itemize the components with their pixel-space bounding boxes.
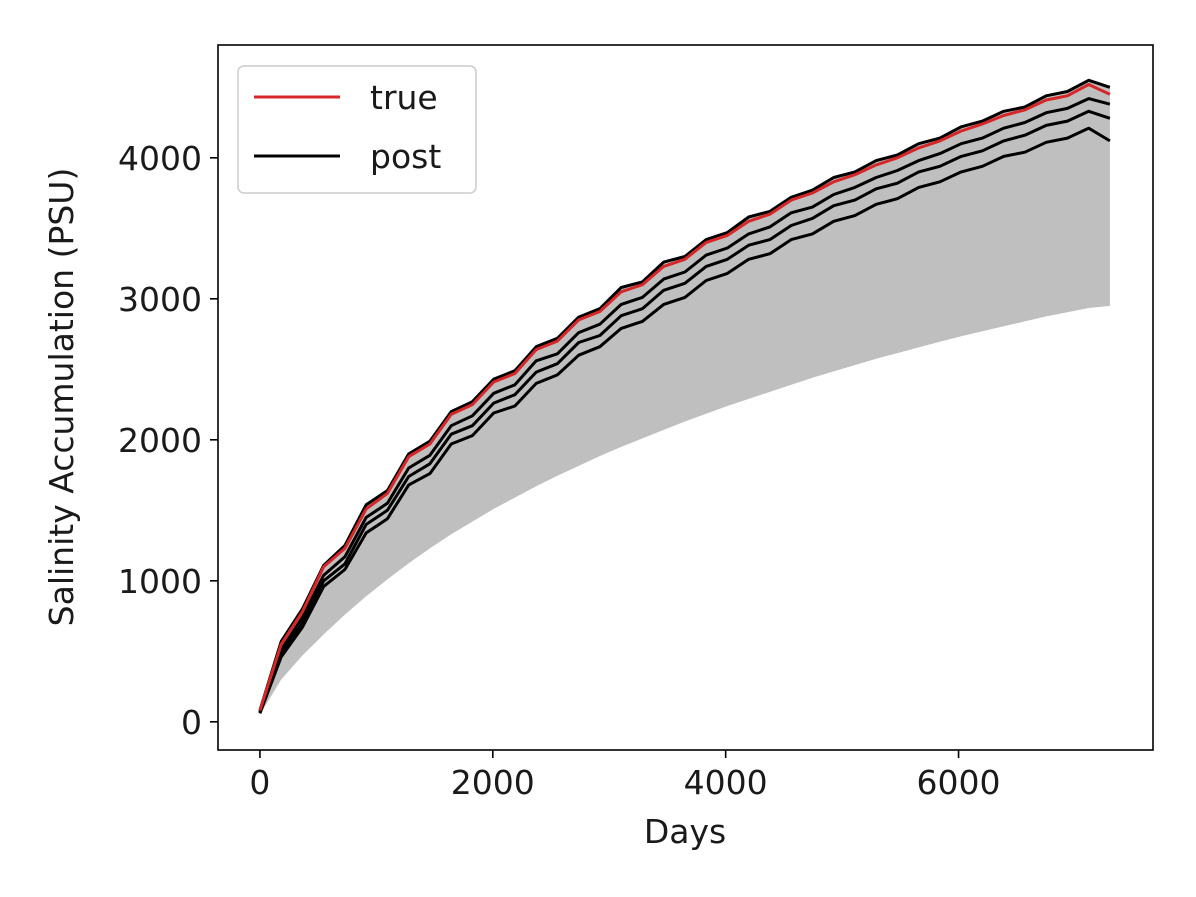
series-line-true bbox=[258, 83, 1111, 711]
series-line-post-2 bbox=[258, 97, 1111, 713]
plot-area bbox=[258, 78, 1111, 715]
y-axis-label: Salinity Accumulation (PSU) bbox=[42, 168, 81, 627]
x-tick-label: 2000 bbox=[451, 763, 535, 802]
x-tick-label: 4000 bbox=[684, 763, 768, 802]
series-line-post-4 bbox=[258, 126, 1111, 714]
y-tick-label: 0 bbox=[181, 703, 202, 742]
legend-label-post: post bbox=[370, 137, 441, 176]
series-line-post-3 bbox=[258, 109, 1111, 714]
y-tick-label: 2000 bbox=[118, 421, 202, 460]
y-tick-label: 1000 bbox=[118, 562, 202, 601]
axes-frame bbox=[217, 44, 1154, 751]
y-tick-label: 4000 bbox=[118, 139, 202, 178]
x-tick-label: 0 bbox=[249, 763, 270, 802]
x-axis-label: Days bbox=[644, 812, 726, 851]
legend-label-true: true bbox=[370, 78, 438, 117]
axis-ticks: 0 2000 4000 6000 0 1000 2000 3000 4000 bbox=[118, 139, 1001, 802]
y-tick-label: 3000 bbox=[118, 280, 202, 319]
uncertainty-band bbox=[259, 80, 1110, 715]
legend: true post bbox=[237, 65, 477, 194]
x-tick-label: 6000 bbox=[917, 763, 1001, 802]
